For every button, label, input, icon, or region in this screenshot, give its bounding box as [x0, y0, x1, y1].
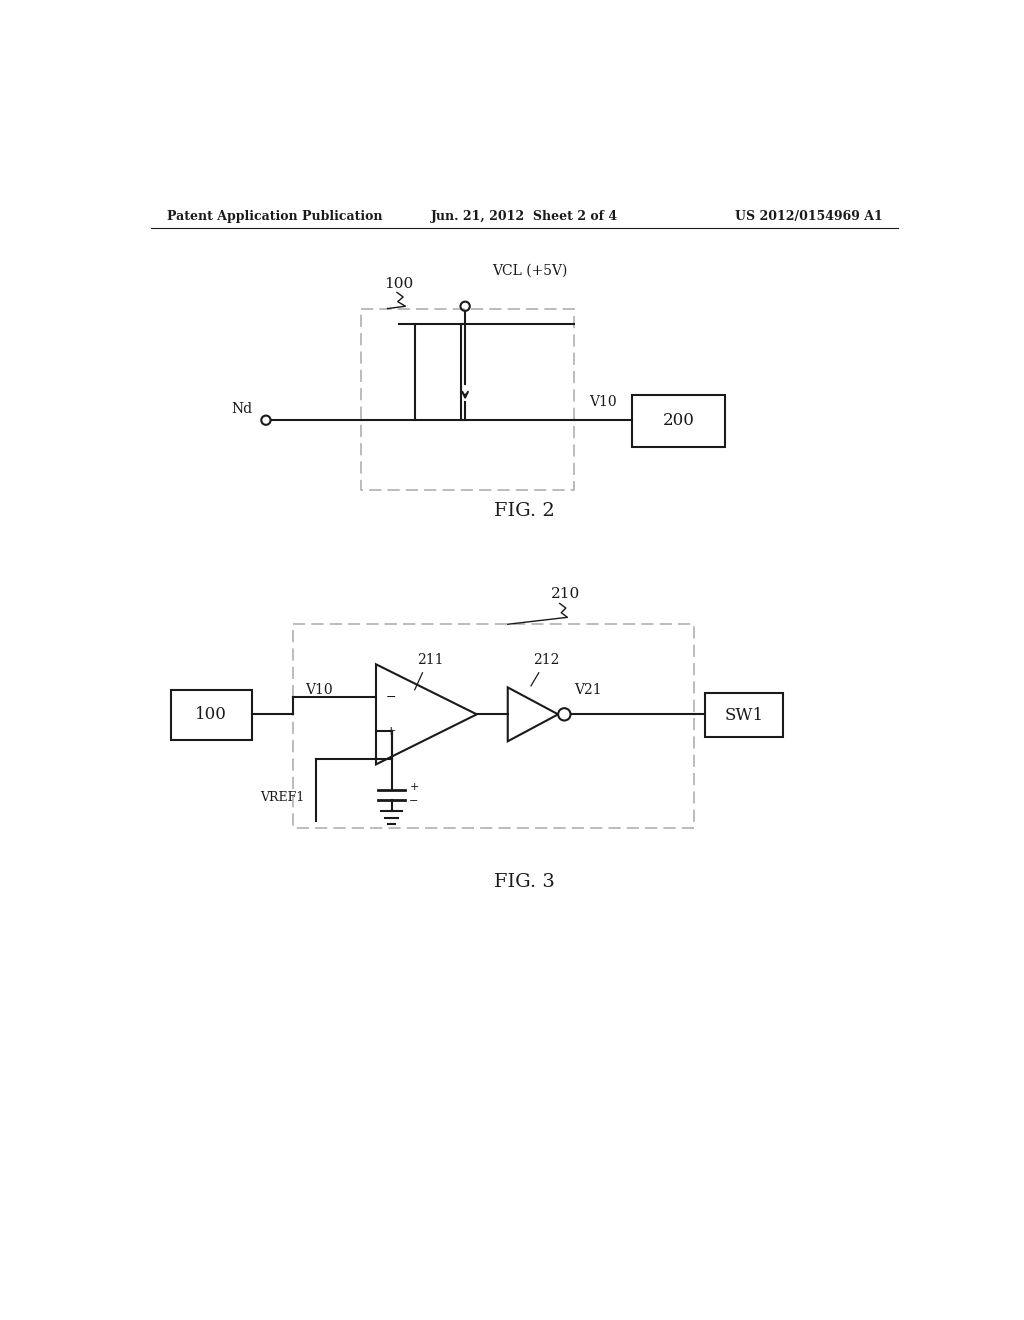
Text: FIG. 3: FIG. 3: [495, 874, 555, 891]
Text: −: −: [410, 796, 419, 807]
Text: V21: V21: [574, 684, 602, 697]
Text: Jun. 21, 2012  Sheet 2 of 4: Jun. 21, 2012 Sheet 2 of 4: [431, 210, 618, 223]
Text: Nd: Nd: [230, 401, 252, 416]
Bar: [632, 395, 725, 447]
Text: −: −: [385, 690, 396, 704]
Text: 211: 211: [417, 652, 443, 667]
Text: 200: 200: [663, 412, 694, 429]
Bar: [171, 689, 252, 739]
Text: SW1: SW1: [725, 706, 764, 723]
Text: US 2012/0154969 A1: US 2012/0154969 A1: [735, 210, 883, 223]
Bar: [293, 624, 693, 829]
Text: VCL (+5V): VCL (+5V): [493, 264, 567, 277]
Text: FIG. 2: FIG. 2: [495, 502, 555, 520]
Text: V10: V10: [589, 395, 616, 409]
Text: 210: 210: [551, 587, 581, 601]
Text: VREF1: VREF1: [260, 791, 305, 804]
Text: 100: 100: [385, 277, 414, 290]
Text: Patent Application Publication: Patent Application Publication: [167, 210, 382, 223]
Bar: [360, 309, 573, 490]
Bar: [706, 693, 783, 738]
Text: V10: V10: [305, 684, 333, 697]
Text: 212: 212: [534, 652, 560, 667]
Text: +: +: [410, 781, 419, 792]
Text: +: +: [385, 725, 396, 738]
Text: 100: 100: [196, 706, 227, 723]
